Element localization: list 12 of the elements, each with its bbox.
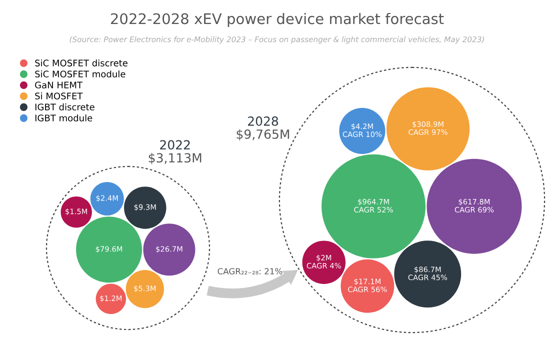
text: $3,113M <box>148 152 202 164</box>
legend-label: GaN HEMT <box>35 82 83 88</box>
text: $9,765M <box>236 129 290 141</box>
legend-label: Si MOSFET <box>35 92 83 100</box>
text: 2022-2028 xEV power device market forecast <box>110 12 444 28</box>
legend-label: IGBT discrete <box>35 103 94 110</box>
category-label: 2028 <box>248 116 278 126</box>
legend-label: IGBT module <box>35 114 92 122</box>
legend-label: SiC MOSFET discrete <box>35 59 128 66</box>
category-label: 2022 <box>160 140 190 150</box>
legend-label: SiC MOSFET module <box>35 70 126 78</box>
text: CAGR₂₂₋₂₈: 21% <box>218 268 282 274</box>
